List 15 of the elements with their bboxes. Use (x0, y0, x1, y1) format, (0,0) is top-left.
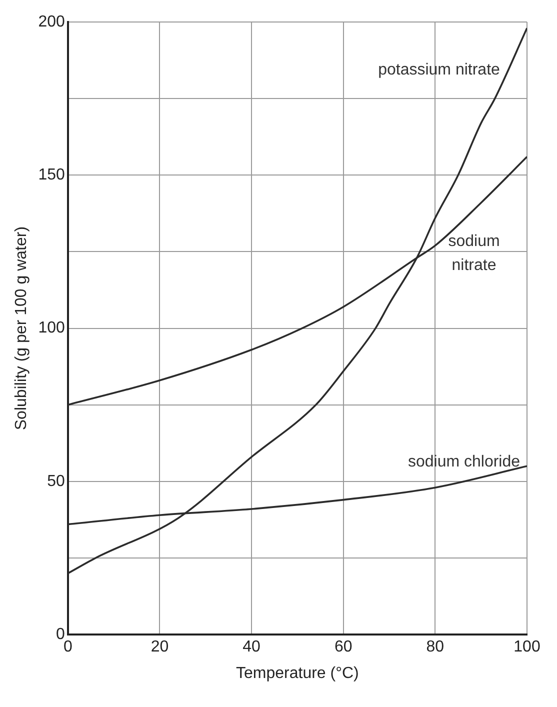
y-tick-label: 50 (47, 472, 65, 490)
x-tick-label: 60 (334, 638, 352, 656)
y-tick-label: 200 (38, 13, 65, 30)
x-tick-label: 100 (514, 638, 540, 656)
x-axis-title: Temperature (°C) (236, 664, 359, 682)
y-axis-title: Solubility (g per 100 g water) (13, 226, 30, 430)
x-tick-label: 40 (242, 638, 261, 656)
series-label: sodium chloride (408, 454, 520, 471)
x-tick-label: 80 (426, 638, 444, 656)
y-tick-label: 0 (56, 626, 65, 644)
y-tick-label: 100 (38, 320, 65, 337)
series-label: sodium nitrate (448, 233, 500, 274)
series-label: potassium nitrate (378, 62, 500, 79)
x-tick-label: 20 (150, 638, 169, 656)
y-tick-label: 150 (38, 166, 65, 184)
